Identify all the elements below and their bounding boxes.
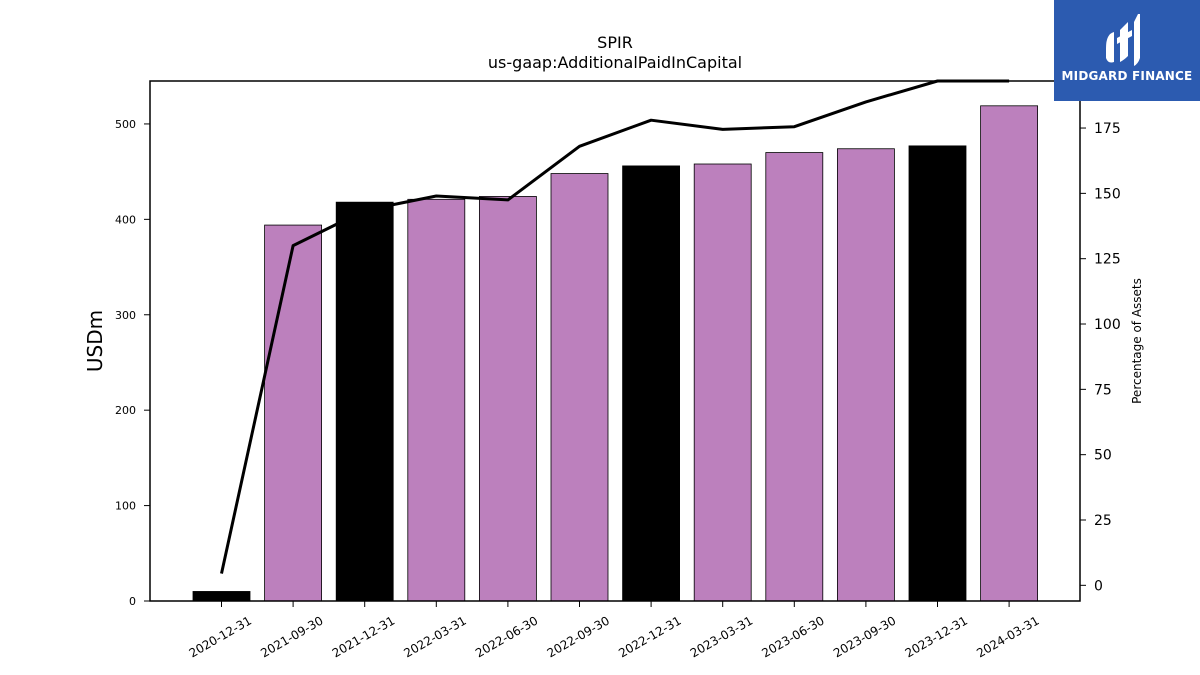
chart-subtitle: us-gaap:AdditionalPaidInCapital — [488, 53, 742, 72]
logo-text: MIDGARD FINANCE — [1061, 69, 1193, 83]
x-tick-label: 2022-03-31 — [401, 613, 468, 660]
y2-tick-label: 50 — [1094, 448, 1112, 464]
plot-frame — [149, 80, 1081, 602]
y-tick-label: 0 — [129, 595, 136, 608]
chart-title: SPIR — [597, 33, 633, 52]
x-tick-label: 2023-09-30 — [831, 613, 898, 660]
y2-tick-label: 0 — [1094, 578, 1103, 594]
x-tick-label: 2024-03-31 — [974, 613, 1041, 660]
x-tick-label: 2022-09-30 — [545, 613, 612, 660]
bar — [264, 224, 323, 602]
y-axis-label: USDm — [83, 310, 107, 372]
y2-tick-label: 100 — [1094, 317, 1121, 333]
bar — [550, 173, 609, 602]
bar — [622, 165, 680, 602]
x-tick-label: 2023-12-31 — [903, 613, 970, 660]
bar — [765, 152, 824, 602]
line-series — [220, 79, 1010, 574]
bar — [908, 145, 967, 602]
y2-tick-label: 150 — [1094, 186, 1121, 202]
bar — [478, 196, 537, 602]
bar — [192, 591, 251, 602]
y2-tick-label: 125 — [1094, 252, 1121, 268]
bar — [837, 148, 895, 602]
y-tick-label: 500 — [115, 118, 136, 131]
x-tick-label: 2023-06-30 — [759, 613, 826, 660]
bar-series — [192, 105, 1038, 602]
y2-axis-ticks: 0 25 50 75 100 125 150 175 — [1080, 121, 1121, 594]
y-tick-label: 100 — [115, 500, 136, 513]
x-tick-label: 2021-09-30 — [258, 613, 325, 660]
y-tick-label: 200 — [115, 404, 136, 417]
bar — [980, 105, 1038, 602]
x-tick-label: 2023-03-31 — [688, 613, 755, 660]
brand-logo: MIDGARD FINANCE — [1054, 0, 1200, 101]
x-tick-label: 2020-12-31 — [187, 613, 254, 660]
x-tick-label: 2022-12-31 — [616, 613, 683, 660]
y2-tick-label: 175 — [1094, 121, 1121, 137]
bar — [407, 198, 466, 602]
line-series-group — [220, 79, 1010, 574]
y-tick-label: 300 — [115, 309, 136, 322]
y2-axis-label: Percentage of Assets — [1130, 278, 1144, 404]
y2-tick-label: 25 — [1094, 513, 1112, 529]
x-axis-ticks: 2020-12-31 2021-09-30 2021-12-31 2022-03-31… — [187, 601, 1042, 660]
bar — [693, 163, 752, 602]
y-axis-ticks: 0 100 200 300 400 500 — [115, 118, 150, 608]
logo-mark-icon — [1106, 14, 1140, 66]
x-tick-label: 2022-06-30 — [473, 613, 540, 660]
y-tick-label: 400 — [115, 213, 136, 226]
x-tick-label: 2021-12-31 — [330, 613, 397, 660]
y2-tick-label: 75 — [1094, 382, 1112, 398]
bar — [335, 201, 394, 602]
